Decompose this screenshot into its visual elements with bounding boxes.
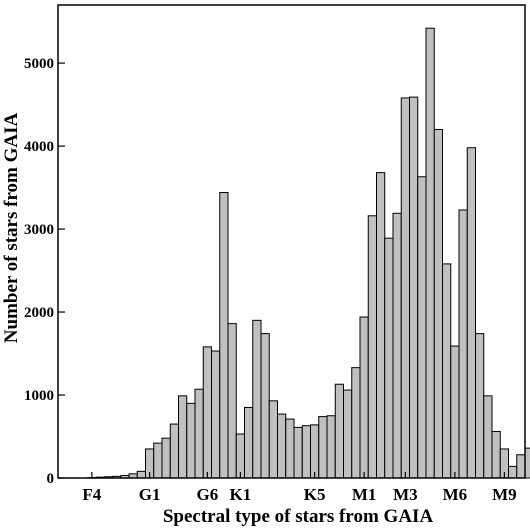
histogram-bar <box>508 465 518 479</box>
histogram-bar <box>260 333 270 479</box>
y-axis-title: Number of stars from GAIA <box>1 113 22 344</box>
histogram-bar <box>400 97 410 479</box>
histogram-bar <box>161 437 171 479</box>
y-axis-ticks: 0 1000 2000 3000 4000 5000 <box>24 56 65 487</box>
histogram-bar <box>178 395 188 479</box>
histogram-bar <box>194 388 204 479</box>
histogram-bar <box>409 96 419 479</box>
histogram-bar <box>326 415 336 479</box>
histogram-bar <box>392 212 402 479</box>
histogram-bar <box>491 431 501 479</box>
x-axis-ticks: F4 G1 G6 K1 K5 M1 M3 M6 M9 <box>82 472 517 504</box>
x-tick-label: G1 <box>139 485 161 504</box>
histogram-bar <box>343 389 353 479</box>
histogram-bar <box>516 454 526 479</box>
x-tick-label: M6 <box>443 485 468 504</box>
plot-frame <box>57 4 526 479</box>
histogram-bar <box>153 442 163 479</box>
histogram-bar <box>466 147 476 479</box>
histogram-bar <box>384 237 394 479</box>
histogram-bar <box>277 413 287 479</box>
histogram-bar <box>235 433 245 479</box>
histogram-bar <box>202 346 212 479</box>
x-tick-label: M1 <box>352 485 377 504</box>
x-tick-label: M3 <box>393 485 418 504</box>
y-tick-label: 5000 <box>24 56 54 72</box>
y-tick-label: 2000 <box>24 305 54 321</box>
x-tick-label: K1 <box>230 485 252 504</box>
histogram-bar <box>425 27 435 479</box>
histogram-bar <box>351 367 361 479</box>
histogram-bar <box>367 215 377 479</box>
histogram-bar <box>244 406 254 479</box>
x-tick-label: F4 <box>82 485 101 504</box>
histogram-bar <box>169 423 179 479</box>
y-tick-label: 4000 <box>24 139 54 155</box>
histogram-bar <box>483 395 493 479</box>
histogram-bar <box>285 418 295 479</box>
histogram-bar <box>475 333 485 479</box>
histogram-bar <box>301 425 311 479</box>
y-tick-label: 0 <box>47 471 55 487</box>
histogram-bar <box>310 424 320 479</box>
histogram-bar <box>334 383 344 479</box>
histogram-bar <box>219 192 229 479</box>
y-tick-label: 1000 <box>24 388 54 404</box>
histogram-bar <box>211 350 221 479</box>
histogram-bar <box>252 319 262 479</box>
histogram-bar <box>268 400 278 479</box>
histogram-bar <box>433 128 443 479</box>
histogram-bar <box>450 345 460 479</box>
histogram-bar <box>359 316 369 479</box>
histogram-bar <box>136 470 146 479</box>
x-tick-label: M9 <box>492 485 517 504</box>
histogram-bar <box>227 323 237 479</box>
histogram-bar <box>293 426 303 479</box>
x-tick-label: K5 <box>304 485 326 504</box>
histogram-bar <box>186 402 196 479</box>
bars-group <box>87 27 530 479</box>
x-tick-label: G6 <box>197 485 219 504</box>
y-tick-label: 3000 <box>24 222 54 238</box>
x-axis-title: Spectral type of stars from GAIA <box>163 506 434 527</box>
histogram-bar <box>417 176 427 479</box>
histogram-bar <box>318 416 328 479</box>
histogram-bar <box>442 263 452 479</box>
histogram-bar <box>376 172 386 479</box>
histogram-bar <box>458 209 468 479</box>
